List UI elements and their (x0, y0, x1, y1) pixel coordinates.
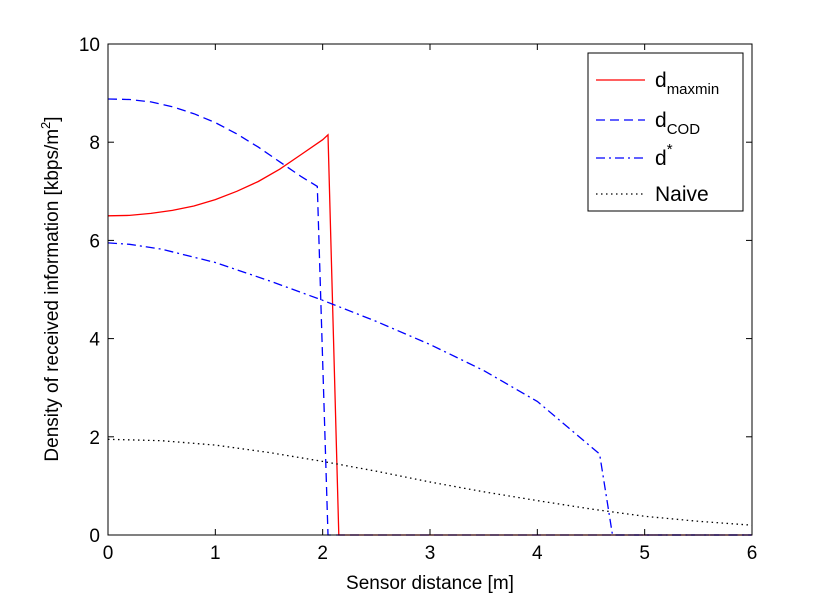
series-line-d-maxmin (107, 133, 752, 536)
y-axis-label-end: ] (42, 116, 63, 121)
x-tick-label: 1 (210, 543, 221, 564)
y-tick-label: 6 (89, 231, 100, 252)
x-tick-label: 0 (103, 543, 114, 564)
series-line-naive (107, 438, 753, 526)
y-tick-label: 8 (89, 133, 100, 154)
x-tick-label: 6 (747, 543, 758, 564)
legend-label-d-: d* (655, 141, 673, 170)
x-tick-label: 2 (317, 543, 328, 564)
y-tick-label: 2 (89, 428, 100, 449)
x-tick-label: 5 (639, 543, 650, 564)
y-axis-label: Density of received information [kbps/m2… (38, 116, 63, 461)
y-tick-label: 10 (79, 35, 100, 56)
y-tick-label: 0 (89, 526, 100, 547)
x-tick-label: 3 (425, 543, 436, 564)
y-axis-label-superscript: 2 (38, 122, 53, 129)
y-tick-label: 4 (89, 330, 100, 351)
axes-layer: 0 1 2 3 4 5 6 0 2 4 6 8 10 (79, 35, 757, 564)
series-line-d- (107, 242, 752, 536)
x-tick-label: 4 (532, 543, 543, 564)
legend-label-d-maxmin: dmaxmin (655, 69, 719, 98)
series-line-d-cod (107, 98, 752, 536)
series-layer (107, 98, 753, 536)
legend-label-d-cod: dCOD (655, 109, 700, 138)
legend: dmaxmin dCOD d* Naive (587, 52, 744, 212)
x-axis-label: Sensor distance [m] (346, 573, 514, 594)
legend-label-naive: Naive (655, 183, 709, 206)
legend-box (587, 52, 744, 212)
